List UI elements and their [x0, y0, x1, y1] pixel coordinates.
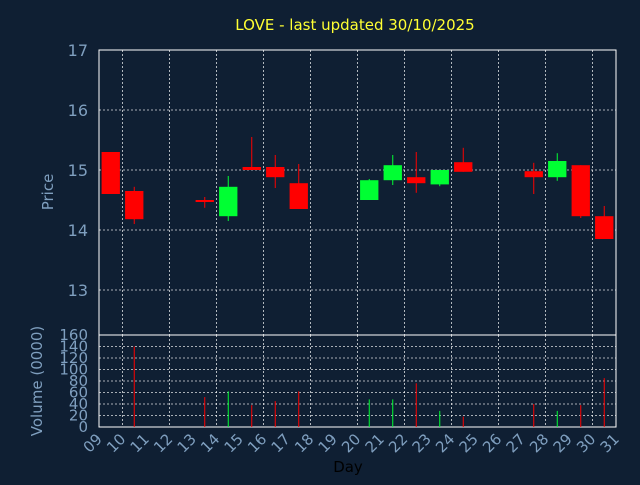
- price-tick-label: 14: [68, 221, 88, 240]
- candle-day-30: [595, 206, 614, 239]
- price-axis-ticks: 13 14 15 16 17: [68, 41, 88, 300]
- volume-tick-label: 140: [59, 338, 88, 356]
- price-grid: [99, 50, 616, 335]
- volume-tick-label: 120: [59, 349, 88, 367]
- candle-day-27: [524, 162, 543, 194]
- volume-tick-label: 80: [69, 372, 88, 390]
- candle-day-15: [242, 137, 261, 170]
- candle-body: [524, 171, 543, 178]
- candle-day-14: [219, 176, 238, 221]
- candle-day-22: [407, 152, 426, 193]
- candle-day-17: [289, 164, 308, 209]
- candle-body: [571, 165, 590, 217]
- price-tick-label: 16: [68, 101, 88, 120]
- candle-body: [125, 191, 144, 220]
- day-axis-label: Day: [333, 458, 363, 476]
- candle-body: [430, 170, 449, 185]
- candle-day-13: [195, 197, 214, 208]
- candle-body: [242, 167, 261, 170]
- candle-day-28: [548, 153, 567, 181]
- day-axis-ticks: 0910111213141516171819202122232425262728…: [80, 430, 623, 456]
- candle-day-29: [571, 165, 590, 218]
- volume-tick-label: 20: [69, 407, 88, 425]
- volume-grid: [99, 335, 616, 427]
- price-tick-label: 17: [68, 41, 88, 60]
- volume-plot-frame: [98, 334, 617, 428]
- volume-tick-label: 0: [78, 418, 88, 436]
- candle-body: [195, 200, 214, 202]
- candle-body: [454, 162, 473, 172]
- candle-body: [595, 216, 614, 239]
- volume-tick-label: 160: [59, 326, 88, 344]
- volume-tick-label: 60: [69, 384, 88, 402]
- candle-day-9: [101, 152, 120, 194]
- candle-day-16: [266, 155, 285, 188]
- candle-body: [266, 167, 285, 178]
- price-candles: [101, 137, 614, 239]
- volume-tick-label: 40: [69, 395, 88, 413]
- candle-body: [101, 152, 120, 194]
- candle-body: [407, 177, 426, 184]
- volume-tick-label: 100: [59, 361, 88, 379]
- candle-body: [219, 186, 238, 217]
- candle-day-21: [383, 155, 402, 185]
- volume-bars: [133, 346, 605, 427]
- candle-body: [289, 183, 308, 209]
- price-axis-label: Price: [39, 174, 57, 211]
- candle-day-23: [430, 170, 449, 187]
- price-tick-label: 15: [68, 161, 88, 180]
- volume-axis-label: Volume (0000): [28, 326, 46, 436]
- chart-title: LOVE - last updated 30/10/2025: [235, 16, 474, 34]
- candle-body: [360, 180, 379, 200]
- candle-body: [383, 165, 402, 181]
- candle-day-10: [125, 186, 144, 224]
- price-tick-label: 13: [68, 281, 88, 300]
- candle-day-24: [454, 147, 473, 172]
- candle-body: [548, 161, 567, 178]
- candle-day-20: [360, 179, 379, 200]
